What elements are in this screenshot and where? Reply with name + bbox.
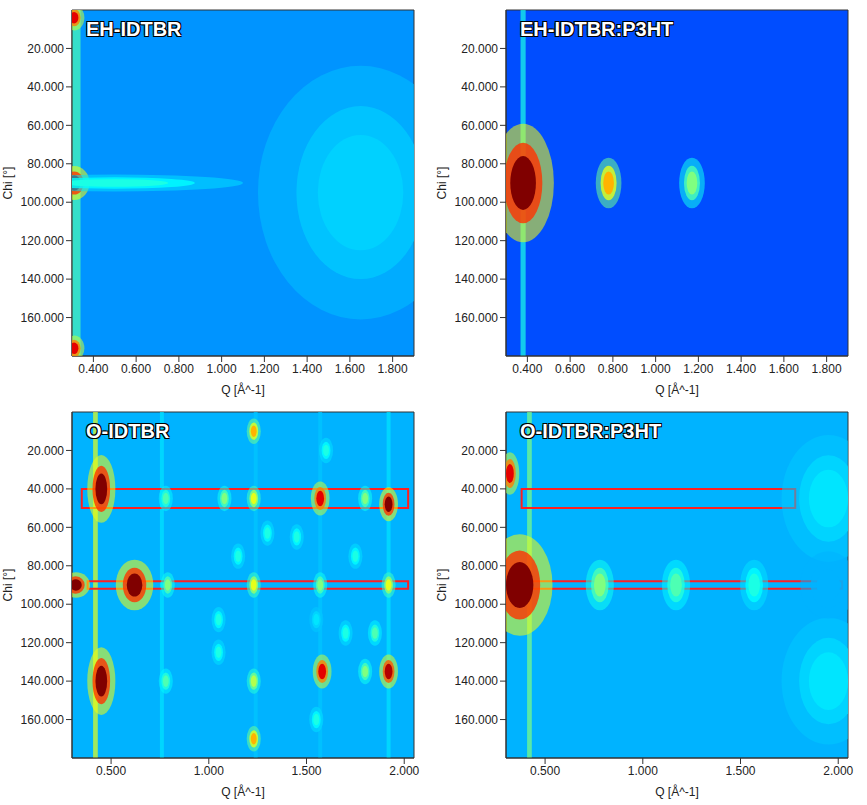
svg-text:0.400: 0.400 <box>78 362 108 376</box>
svg-text:2.000: 2.000 <box>389 764 419 778</box>
svg-text:Q [Å^-1]: Q [Å^-1] <box>221 784 265 799</box>
svg-text:80.000: 80.000 <box>27 157 64 171</box>
svg-text:20.000: 20.000 <box>461 42 498 56</box>
svg-text:1.200: 1.200 <box>249 362 279 376</box>
html-text:O-IDTBR:P3HT: O-IDTBR:P3HT <box>520 420 662 442</box>
html-text:O-IDTBR: O-IDTBR <box>86 420 170 442</box>
svg-text:60.000: 60.000 <box>461 119 498 133</box>
html-text:EH-IDTBR:P3HT: EH-IDTBR:P3HT <box>520 18 674 40</box>
svg-text:0.800: 0.800 <box>164 362 194 376</box>
svg-text:120.000: 120.000 <box>21 636 65 650</box>
svg-text:60.000: 60.000 <box>461 521 498 535</box>
svg-text:1.000: 1.000 <box>194 764 224 778</box>
svg-text:Q [Å^-1]: Q [Å^-1] <box>221 382 265 397</box>
svg-text:2.000: 2.000 <box>823 764 853 778</box>
svg-text:1.600: 1.600 <box>335 362 365 376</box>
svg-text:60.000: 60.000 <box>27 521 64 535</box>
svg-text:Q [Å^-1]: Q [Å^-1] <box>655 784 699 799</box>
svg-text:Chi [°]: Chi [°] <box>2 167 15 200</box>
svg-text:80.000: 80.000 <box>27 559 64 573</box>
svg-text:140.000: 140.000 <box>21 272 65 286</box>
svg-text:100.000: 100.000 <box>455 195 499 209</box>
svg-text:160.000: 160.000 <box>455 311 499 325</box>
svg-text:140.000: 140.000 <box>21 674 65 688</box>
svg-text:80.000: 80.000 <box>461 559 498 573</box>
svg-text:0.400: 0.400 <box>512 362 542 376</box>
svg-text:60.000: 60.000 <box>27 119 64 133</box>
svg-text:1.000: 1.000 <box>207 362 237 376</box>
svg-text:1.500: 1.500 <box>725 764 755 778</box>
svg-text:120.000: 120.000 <box>455 636 499 650</box>
svg-text:20.000: 20.000 <box>27 42 64 56</box>
svg-text:140.000: 140.000 <box>455 272 499 286</box>
svg-text:Chi [°]: Chi [°] <box>2 569 15 602</box>
svg-text:40.000: 40.000 <box>461 482 498 496</box>
svg-text:1.800: 1.800 <box>378 362 408 376</box>
svg-text:1.400: 1.400 <box>726 362 756 376</box>
svg-text:0.500: 0.500 <box>530 764 560 778</box>
svg-text:20.000: 20.000 <box>27 444 64 458</box>
svg-text:1.500: 1.500 <box>291 764 321 778</box>
svg-text:100.000: 100.000 <box>21 597 65 611</box>
svg-text:Q [Å^-1]: Q [Å^-1] <box>655 382 699 397</box>
svg-text:1.800: 1.800 <box>812 362 842 376</box>
svg-text:20.000: 20.000 <box>461 444 498 458</box>
svg-text:140.000: 140.000 <box>455 674 499 688</box>
svg-text:1.000: 1.000 <box>641 362 671 376</box>
svg-text:1.200: 1.200 <box>683 362 713 376</box>
svg-text:1.600: 1.600 <box>769 362 799 376</box>
svg-text:100.000: 100.000 <box>455 597 499 611</box>
svg-text:80.000: 80.000 <box>461 157 498 171</box>
svg-text:120.000: 120.000 <box>455 234 499 248</box>
svg-text:40.000: 40.000 <box>461 80 498 94</box>
svg-text:Chi [°]: Chi [°] <box>436 569 449 602</box>
svg-text:160.000: 160.000 <box>21 311 65 325</box>
svg-text:0.600: 0.600 <box>121 362 151 376</box>
svg-text:100.000: 100.000 <box>21 195 65 209</box>
svg-text:120.000: 120.000 <box>21 234 65 248</box>
svg-text:1.000: 1.000 <box>628 764 658 778</box>
svg-text:160.000: 160.000 <box>21 713 65 727</box>
svg-text:0.600: 0.600 <box>555 362 585 376</box>
svg-text:40.000: 40.000 <box>27 80 64 94</box>
svg-text:160.000: 160.000 <box>455 713 499 727</box>
svg-text:0.800: 0.800 <box>598 362 628 376</box>
svg-text:40.000: 40.000 <box>27 482 64 496</box>
svg-text:Chi [°]: Chi [°] <box>436 167 449 200</box>
html-text:EH-IDTBR: EH-IDTBR <box>86 18 182 40</box>
svg-text:0.500: 0.500 <box>96 764 126 778</box>
svg-text:1.400: 1.400 <box>292 362 322 376</box>
